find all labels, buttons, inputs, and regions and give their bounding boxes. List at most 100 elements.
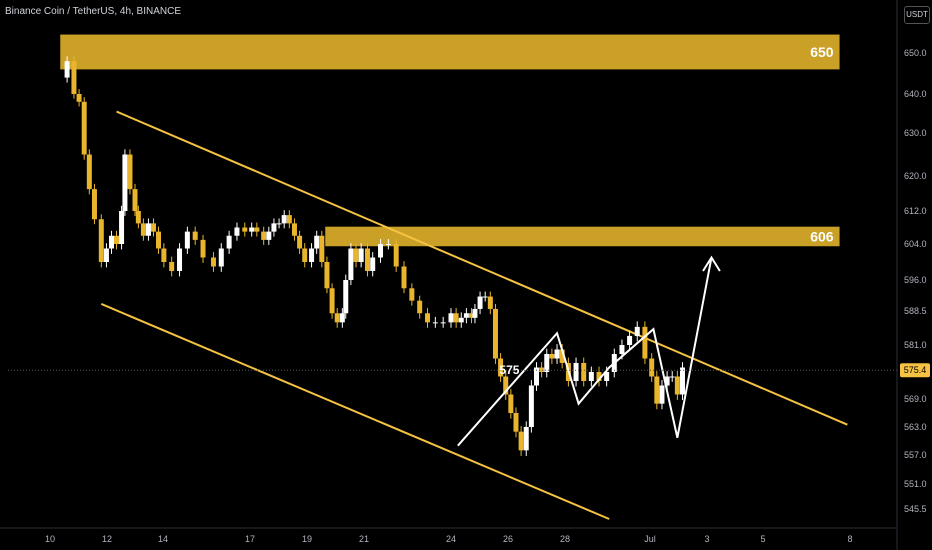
x-tick-label: 24 bbox=[446, 534, 456, 544]
candle-body bbox=[482, 296, 488, 298]
candle-body bbox=[218, 248, 224, 267]
candle-body bbox=[458, 317, 464, 323]
candle-body bbox=[339, 313, 345, 323]
candle-body bbox=[132, 189, 138, 211]
candle-body bbox=[86, 154, 92, 190]
current-price-tag bbox=[900, 363, 930, 378]
candle-body bbox=[581, 363, 587, 381]
candle-body bbox=[627, 335, 633, 345]
candle-body bbox=[544, 354, 550, 372]
candle-body bbox=[150, 223, 156, 232]
candle-body bbox=[169, 262, 175, 271]
y-tick-label: 551.0 bbox=[904, 479, 927, 489]
x-tick-label: Jul bbox=[644, 534, 656, 544]
candle-body bbox=[674, 376, 680, 395]
candle-body bbox=[401, 266, 407, 289]
candle-body bbox=[440, 322, 446, 324]
zone-label-606: 606 bbox=[810, 228, 834, 244]
candle-body bbox=[249, 227, 255, 232]
candle-body bbox=[200, 239, 206, 258]
candle-body bbox=[266, 231, 272, 240]
candle-body bbox=[192, 231, 198, 240]
candle-body bbox=[539, 367, 545, 372]
y-tick-label: 620.0 bbox=[904, 171, 927, 181]
candle-body bbox=[472, 308, 478, 318]
candle-body bbox=[348, 248, 354, 280]
y-tick-label: 557.0 bbox=[904, 450, 927, 460]
x-tick-label: 10 bbox=[45, 534, 55, 544]
y-tick-label: 650.0 bbox=[904, 48, 927, 58]
candle-body bbox=[319, 235, 325, 262]
candle-body bbox=[286, 215, 292, 224]
candle-body bbox=[596, 372, 602, 381]
pattern-annotation: 575 bbox=[499, 363, 519, 377]
candle-body bbox=[276, 223, 282, 225]
candle-body bbox=[409, 288, 415, 301]
candle-body bbox=[649, 358, 655, 377]
candle-body bbox=[463, 313, 469, 318]
candle-body bbox=[503, 376, 509, 395]
candle-body bbox=[364, 248, 370, 271]
candle-body bbox=[425, 313, 431, 323]
candle-body bbox=[669, 376, 675, 378]
candle-body bbox=[297, 235, 303, 249]
zone-label-650: 650 bbox=[810, 44, 834, 60]
resistance-zone-650 bbox=[60, 34, 840, 70]
candle-body bbox=[122, 154, 128, 211]
x-tick-label: 3 bbox=[704, 534, 709, 544]
candle-body bbox=[559, 349, 565, 363]
candle-body bbox=[98, 219, 104, 262]
candle-body bbox=[378, 244, 384, 258]
candle-body bbox=[329, 288, 335, 314]
x-tick-label: 8 bbox=[847, 534, 852, 544]
candle-body bbox=[114, 235, 120, 244]
x-tick-label: 26 bbox=[503, 534, 513, 544]
projection-arrowhead bbox=[702, 255, 721, 272]
candle-body bbox=[314, 235, 320, 249]
candle-body bbox=[393, 244, 399, 267]
candle-body bbox=[448, 313, 454, 323]
candle-body bbox=[554, 349, 560, 359]
candle-body bbox=[161, 248, 167, 262]
candle-body bbox=[679, 367, 685, 395]
candle-body bbox=[518, 431, 524, 451]
y-tick-label: 588.5 bbox=[904, 306, 927, 316]
candle-body bbox=[156, 231, 162, 249]
y-tick-label: 563.0 bbox=[904, 422, 927, 432]
x-tick-label: 19 bbox=[302, 534, 312, 544]
x-tick-label: 14 bbox=[158, 534, 168, 544]
candle-body bbox=[210, 257, 216, 267]
candle-body bbox=[234, 227, 240, 236]
candle-body bbox=[177, 248, 183, 271]
current-price-label: 575.4 bbox=[904, 365, 927, 375]
candle-body bbox=[145, 223, 151, 236]
y-tick-label: 640.0 bbox=[904, 89, 927, 99]
candle-body bbox=[103, 248, 109, 262]
candle-body bbox=[508, 394, 514, 413]
x-tick-label: 5 bbox=[760, 534, 765, 544]
candle-body bbox=[370, 257, 376, 271]
y-tick-label: 630.0 bbox=[904, 128, 927, 138]
resistance-zone-606 bbox=[325, 226, 840, 247]
candle-body bbox=[91, 189, 97, 220]
y-tick-label: 581.0 bbox=[904, 340, 927, 350]
candle-body bbox=[487, 296, 493, 309]
candle-body bbox=[469, 313, 475, 318]
channel-lower-line bbox=[100, 303, 610, 520]
x-tick-label: 28 bbox=[560, 534, 570, 544]
candle-body bbox=[226, 235, 232, 249]
candle-body bbox=[140, 223, 146, 236]
candle-body bbox=[281, 215, 287, 224]
currency-button[interactable]: USDT bbox=[904, 6, 930, 24]
candle-body bbox=[432, 322, 438, 324]
candle-body bbox=[588, 372, 594, 381]
chart-title: Binance Coin / TetherUS, 4h, BINANCE bbox=[5, 6, 182, 17]
candle-body bbox=[302, 248, 308, 262]
candle-body bbox=[634, 326, 640, 336]
candle-body bbox=[534, 367, 539, 386]
candle-body bbox=[549, 354, 555, 359]
channel-upper-line bbox=[116, 110, 848, 426]
candle-body bbox=[242, 227, 248, 232]
candle-body bbox=[108, 235, 114, 249]
